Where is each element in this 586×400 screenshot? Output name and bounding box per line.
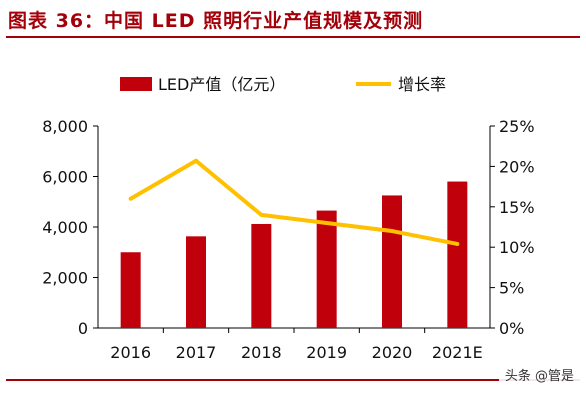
y-left-tick-label: 0 bbox=[78, 319, 88, 338]
y-right-tick-label: 25% bbox=[499, 117, 535, 136]
growth-point bbox=[128, 196, 133, 201]
x-tick-label: 2019 bbox=[306, 343, 347, 362]
growth-point bbox=[455, 241, 460, 246]
line-series bbox=[128, 158, 460, 246]
legend-label-line: 增长率 bbox=[398, 75, 446, 94]
title-divider bbox=[6, 36, 580, 38]
x-tick-label: 2016 bbox=[110, 343, 151, 362]
growth-point bbox=[194, 158, 198, 163]
axes: 0 2,000 4,000 6,000 8,000 0% 5% 10% 15% 20% 25% 201… bbox=[42, 117, 534, 362]
chart-title: 图表 36：中国 LED 照明行业产值规模及预测 bbox=[8, 10, 424, 32]
bar bbox=[316, 210, 337, 328]
bar bbox=[120, 252, 141, 328]
y-right-tick-label: 10% bbox=[499, 238, 535, 257]
legend-swatch-bar bbox=[120, 77, 152, 91]
legend: LED产值（亿元） 增长率 bbox=[120, 75, 446, 94]
growth-point bbox=[390, 229, 394, 234]
bar bbox=[251, 223, 272, 328]
x-tick-label: 2021E bbox=[432, 343, 483, 362]
bar-series bbox=[120, 181, 468, 328]
y-left-tick-label: 4,000 bbox=[42, 218, 88, 237]
growth-point bbox=[324, 220, 329, 225]
y-left-tick-label: 6,000 bbox=[42, 168, 88, 187]
x-tick-label: 2017 bbox=[176, 343, 217, 362]
y-left-tick-label: 2,000 bbox=[42, 269, 88, 288]
y-right-tick-label: 5% bbox=[499, 279, 524, 298]
watermark: 头条 @管是 bbox=[498, 366, 580, 388]
x-tick-label: 2018 bbox=[241, 343, 282, 362]
bar bbox=[186, 236, 206, 328]
x-tick-label: 2020 bbox=[372, 343, 413, 362]
growth-line bbox=[129, 158, 458, 246]
footer-divider bbox=[6, 379, 580, 381]
y-right-tick-label: 0% bbox=[499, 319, 524, 338]
y-right-tick-label: 20% bbox=[499, 157, 535, 176]
bar bbox=[382, 195, 402, 328]
y-left-tick-label: 8,000 bbox=[42, 117, 88, 136]
growth-point bbox=[259, 212, 264, 217]
legend-label-bar: LED产值（亿元） bbox=[158, 75, 285, 94]
bar bbox=[447, 181, 468, 328]
y-right-tick-label: 15% bbox=[499, 198, 535, 217]
